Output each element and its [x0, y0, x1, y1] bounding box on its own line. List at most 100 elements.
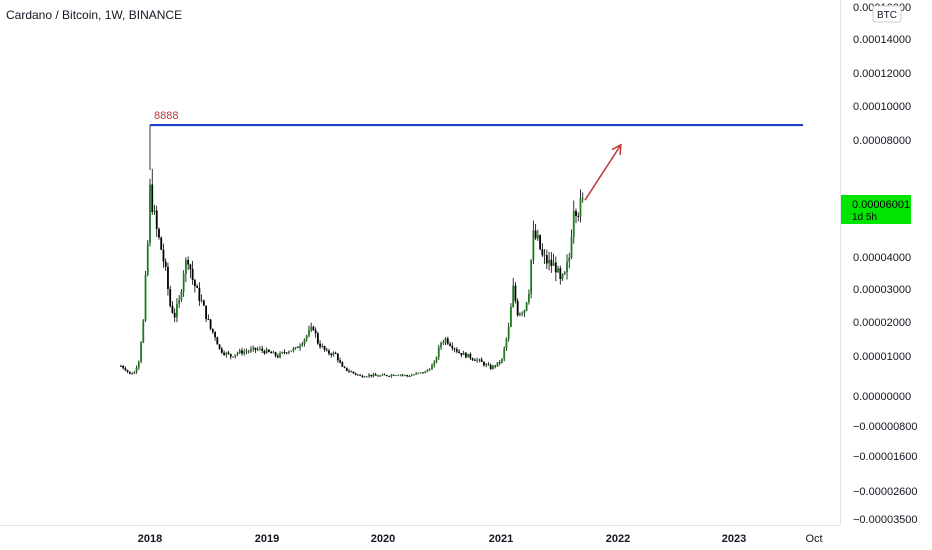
- x-tick-label: 2023: [722, 533, 746, 545]
- candle: [541, 249, 544, 256]
- candle: [476, 359, 479, 361]
- candle: [554, 262, 557, 273]
- candle: [216, 337, 219, 345]
- candle: [525, 302, 528, 311]
- candle: [435, 357, 438, 363]
- horizontal-line-label: 8888: [154, 110, 178, 122]
- candle: [359, 374, 362, 376]
- candle: [365, 376, 368, 378]
- x-tick-label: 2022: [606, 533, 630, 545]
- candle: [252, 347, 255, 350]
- arrow-shaft[interactable]: [584, 144, 622, 201]
- candle: [200, 300, 203, 302]
- candle: [507, 326, 510, 339]
- horizontal-line-group[interactable]: 8888: [149, 110, 803, 171]
- candle: [575, 211, 577, 216]
- candle: [205, 305, 207, 320]
- candle: [471, 358, 474, 360]
- candle: [428, 369, 431, 371]
- candle: [142, 320, 145, 343]
- y-axis[interactable]: 0.000160000.000140000.000120000.00010000…: [853, 2, 918, 526]
- candle: [319, 343, 321, 347]
- candle: [122, 366, 125, 369]
- candle: [543, 255, 546, 256]
- candle: [552, 262, 555, 266]
- candle: [236, 352, 239, 355]
- candle: [171, 305, 174, 313]
- chart-title: Cardano / Bitcoin, 1W, BINANCE: [6, 8, 182, 22]
- candle: [169, 289, 172, 306]
- candle: [209, 319, 212, 329]
- candle: [294, 347, 297, 349]
- candle: [530, 260, 533, 294]
- candle: [334, 352, 337, 354]
- currency-badge[interactable]: BTC: [872, 5, 902, 23]
- arrow-group[interactable]: [584, 143, 622, 201]
- candle: [202, 300, 205, 306]
- candle: [234, 354, 237, 357]
- y-tick-label: 0.00014000: [853, 34, 911, 46]
- x-axis[interactable]: 2018 2019 2020 2021 2022 2023 Oct: [138, 533, 823, 545]
- candle: [410, 375, 413, 377]
- candle: [464, 352, 467, 358]
- candle: [442, 342, 445, 344]
- candle: [243, 351, 246, 354]
- candle: [164, 261, 167, 267]
- candle: [406, 375, 409, 377]
- candle: [453, 348, 456, 350]
- candle: [492, 365, 494, 370]
- candle: [354, 373, 357, 375]
- candle: [545, 255, 548, 264]
- candle: [336, 353, 339, 361]
- candle: [223, 352, 225, 355]
- candle: [265, 349, 268, 354]
- candle: [189, 264, 192, 270]
- candle: [299, 345, 301, 348]
- candle: [532, 230, 535, 261]
- candle: [489, 365, 492, 370]
- y-tick-label: −0.00003500: [853, 514, 918, 526]
- candle: [512, 285, 515, 308]
- candle: [417, 372, 420, 374]
- candle: [140, 342, 142, 362]
- candle: [345, 367, 348, 371]
- candle: [413, 374, 415, 376]
- candle: [568, 257, 571, 262]
- candle: [259, 348, 261, 350]
- candle: [308, 330, 310, 336]
- candle: [279, 352, 281, 358]
- arrow-head: [611, 143, 622, 155]
- candle: [250, 349, 252, 352]
- candle: [566, 261, 568, 273]
- candle: [312, 326, 315, 331]
- candle: [570, 236, 573, 258]
- x-tick-label: 2018: [138, 533, 162, 545]
- candles-group: [120, 168, 584, 378]
- candle: [548, 259, 550, 264]
- candle: [426, 370, 429, 372]
- candle: [296, 347, 299, 349]
- candle: [550, 259, 553, 266]
- last-price-value: 0.00006001: [852, 199, 910, 211]
- candle: [455, 349, 458, 352]
- candle: [579, 198, 582, 217]
- y-tick-label: 0.00012000: [853, 68, 911, 80]
- candle: [332, 352, 335, 356]
- candle: [377, 375, 379, 377]
- candle: [356, 374, 359, 376]
- candle: [401, 374, 404, 376]
- candle: [483, 362, 485, 366]
- y-tick-label: 0.00000000: [853, 391, 911, 403]
- candle: [290, 350, 293, 352]
- candle: [374, 374, 377, 376]
- candle: [173, 312, 176, 318]
- candle: [383, 374, 386, 376]
- candle: [330, 353, 333, 356]
- y-tick-label: 0.00002000: [853, 317, 911, 329]
- x-tick-label: 2020: [371, 533, 395, 545]
- candle: [458, 351, 460, 354]
- candle: [449, 343, 451, 346]
- candle: [305, 335, 308, 340]
- candle: [207, 319, 210, 320]
